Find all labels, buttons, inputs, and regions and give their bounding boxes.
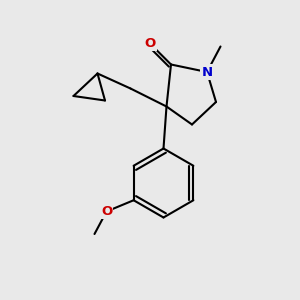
Text: O: O	[144, 37, 156, 50]
Text: O: O	[101, 205, 112, 218]
Text: N: N	[201, 65, 213, 79]
